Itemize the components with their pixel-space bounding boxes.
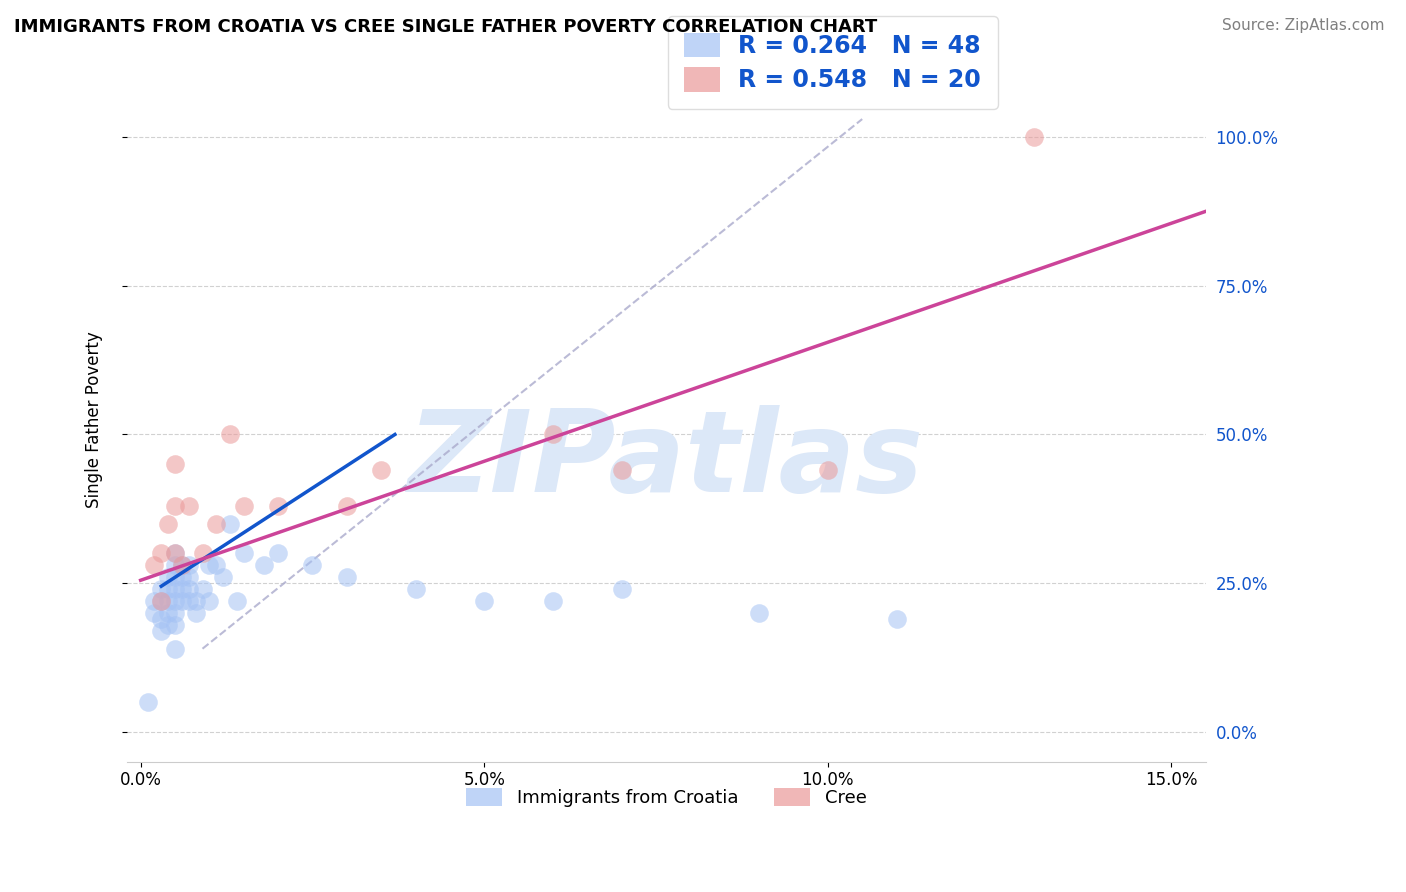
Point: [143, 594, 166, 608]
Point: [157, 594, 180, 608]
Point: [150, 547, 173, 561]
Point: [198, 558, 221, 573]
Point: [748, 606, 770, 620]
Point: [143, 606, 166, 620]
Y-axis label: Single Father Poverty: Single Father Poverty: [86, 331, 103, 508]
Point: [184, 606, 207, 620]
Point: [150, 582, 173, 597]
Point: [219, 427, 242, 442]
Point: [267, 499, 290, 513]
Point: [163, 547, 186, 561]
Point: [336, 499, 359, 513]
Point: [225, 594, 247, 608]
Point: [150, 624, 173, 638]
Point: [163, 499, 186, 513]
Point: [219, 516, 242, 531]
Point: [143, 558, 166, 573]
Point: [150, 612, 173, 626]
Point: [163, 547, 186, 561]
Point: [212, 570, 235, 584]
Point: [170, 570, 193, 584]
Point: [886, 612, 908, 626]
Point: [163, 558, 186, 573]
Point: [405, 582, 427, 597]
Legend: Immigrants from Croatia, Cree: Immigrants from Croatia, Cree: [458, 780, 875, 814]
Point: [198, 594, 221, 608]
Point: [541, 427, 564, 442]
Point: [205, 558, 228, 573]
Point: [1022, 130, 1045, 145]
Point: [157, 516, 180, 531]
Point: [157, 606, 180, 620]
Point: [205, 516, 228, 531]
Point: [177, 558, 200, 573]
Point: [177, 594, 200, 608]
Text: Source: ZipAtlas.com: Source: ZipAtlas.com: [1222, 18, 1385, 33]
Point: [170, 582, 193, 597]
Point: [232, 499, 254, 513]
Text: ZIPatlas: ZIPatlas: [408, 405, 924, 516]
Point: [163, 457, 186, 471]
Point: [301, 558, 323, 573]
Point: [370, 463, 392, 477]
Point: [150, 594, 173, 608]
Point: [610, 463, 633, 477]
Point: [177, 570, 200, 584]
Point: [157, 570, 180, 584]
Point: [177, 499, 200, 513]
Point: [163, 641, 186, 656]
Point: [267, 547, 290, 561]
Point: [541, 594, 564, 608]
Point: [163, 582, 186, 597]
Point: [163, 606, 186, 620]
Point: [157, 582, 180, 597]
Point: [163, 594, 186, 608]
Point: [150, 594, 173, 608]
Point: [163, 570, 186, 584]
Text: IMMIGRANTS FROM CROATIA VS CREE SINGLE FATHER POVERTY CORRELATION CHART: IMMIGRANTS FROM CROATIA VS CREE SINGLE F…: [14, 18, 877, 36]
Point: [157, 618, 180, 632]
Point: [184, 594, 207, 608]
Point: [170, 558, 193, 573]
Point: [472, 594, 495, 608]
Point: [253, 558, 276, 573]
Point: [336, 570, 359, 584]
Point: [232, 547, 254, 561]
Point: [170, 594, 193, 608]
Point: [136, 695, 159, 709]
Point: [163, 618, 186, 632]
Point: [610, 582, 633, 597]
Point: [817, 463, 839, 477]
Point: [191, 582, 214, 597]
Point: [170, 558, 193, 573]
Point: [177, 582, 200, 597]
Point: [191, 547, 214, 561]
